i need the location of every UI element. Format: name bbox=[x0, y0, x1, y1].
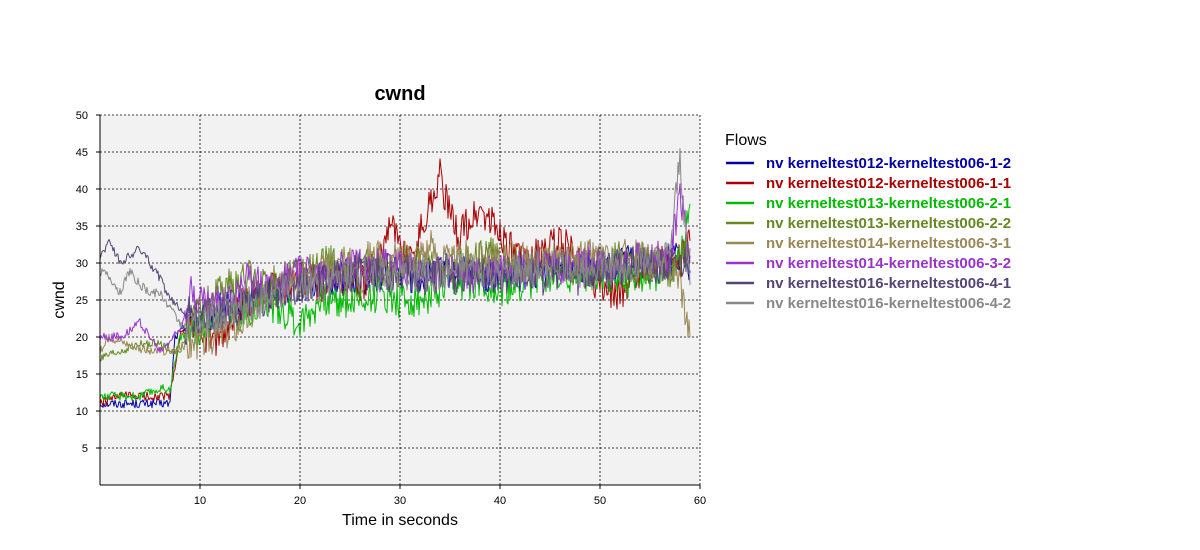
legend-entry: nv kerneltest013-kerneltest006-2-2 bbox=[766, 215, 1011, 232]
x-tick-label: 30 bbox=[394, 495, 406, 507]
y-tick-label: 35 bbox=[76, 221, 88, 233]
axes: 10 20 30 40 50 60 5 10 15 20 25 30 35 40 45 50 bbox=[76, 110, 706, 507]
legend: Flows nv kerneltest012-kerneltest006-1-2… bbox=[725, 132, 1011, 312]
x-tick-label: 20 bbox=[294, 495, 306, 507]
y-tick-label: 25 bbox=[76, 295, 88, 307]
y-tick-label: 10 bbox=[76, 406, 88, 418]
y-tick-label: 45 bbox=[76, 147, 88, 159]
legend-entry: nv kerneltest016-kerneltest006-4-1 bbox=[766, 275, 1011, 292]
y-tick-label: 50 bbox=[76, 110, 88, 122]
legend-entry: nv kerneltest013-kerneltest006-2-1 bbox=[766, 195, 1011, 212]
legend-entry: nv kerneltest016-kerneltest006-4-2 bbox=[766, 295, 1011, 312]
y-tick-label: 5 bbox=[82, 443, 88, 455]
y-axis-label: cwnd bbox=[51, 281, 68, 318]
x-axis-label: Time in seconds bbox=[342, 512, 458, 529]
legend-entry: nv kerneltest014-kerneltest006-3-1 bbox=[766, 235, 1011, 252]
legend-entry: nv kerneltest012-kerneltest006-1-2 bbox=[766, 155, 1011, 172]
legend-entry: nv kerneltest012-kerneltest006-1-1 bbox=[766, 175, 1011, 192]
series-line bbox=[99, 239, 691, 334]
legend-entry: nv kerneltest014-kerneltest006-3-2 bbox=[766, 255, 1011, 272]
x-tick-label: 10 bbox=[194, 495, 206, 507]
y-tick-label: 20 bbox=[76, 332, 88, 344]
series-lines bbox=[99, 148, 691, 409]
legend-title: Flows bbox=[725, 132, 767, 149]
y-tick-label: 40 bbox=[76, 184, 88, 196]
y-tick-label: 30 bbox=[76, 258, 88, 270]
x-tick-label: 40 bbox=[494, 495, 506, 507]
chart-title: cwnd bbox=[374, 83, 425, 105]
x-tick-label: 60 bbox=[694, 495, 706, 507]
x-tick-label: 50 bbox=[594, 495, 606, 507]
series-line bbox=[99, 148, 691, 341]
y-tick-label: 15 bbox=[76, 369, 88, 381]
